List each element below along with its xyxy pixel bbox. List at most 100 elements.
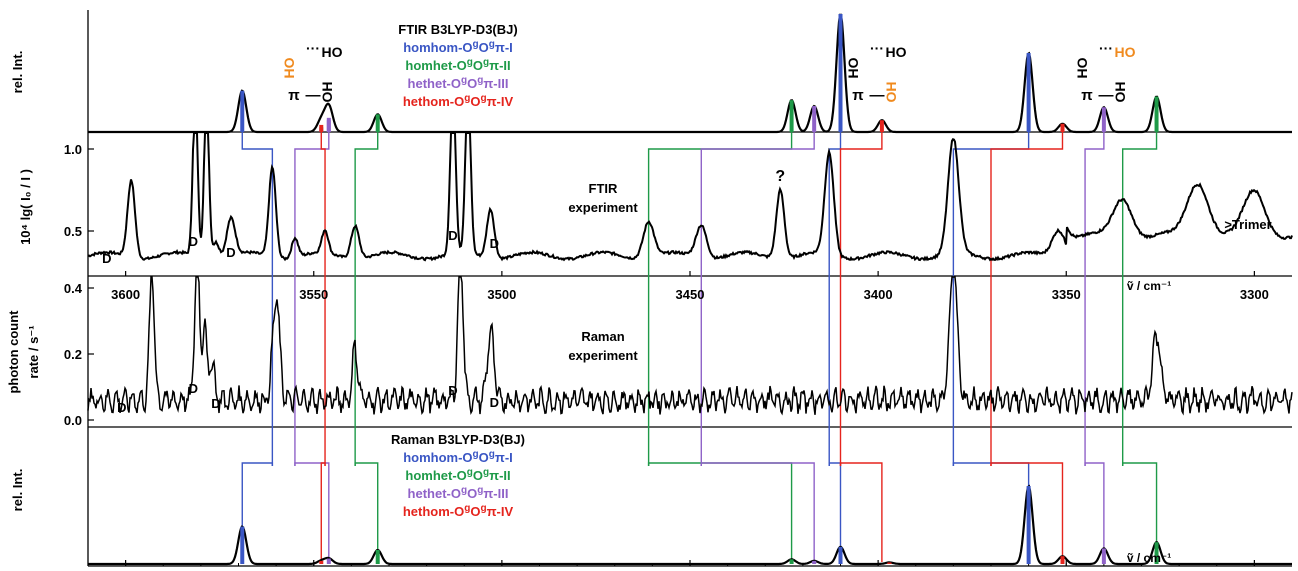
connector-blue-lower (828, 462, 842, 562)
ftir-ytick-label: 0.5 (64, 224, 82, 239)
raman-ytick-label: 0.2 (64, 347, 82, 362)
legend-fragment: π-II (489, 468, 511, 483)
legend-fragment: π-II (489, 58, 511, 73)
connector-green-lower (354, 462, 379, 562)
raman-legend-entry: homhet-OgOgπ-II (405, 467, 510, 483)
legend-fragment: g (477, 485, 483, 496)
bottom-xtick-label: 3400 (864, 568, 893, 571)
raman-dimer-label: D (211, 396, 220, 411)
legend-fragment: g (461, 75, 467, 86)
structure-a-dash: — (306, 87, 321, 104)
bottom-xtick-label: 3600 (111, 568, 140, 571)
legend-fragment: g (467, 57, 473, 68)
structure-c-dash: — (1099, 87, 1114, 104)
raman-legend-entry: hethet-OgOgπ-III (408, 485, 509, 501)
legend-fragment: π-III (483, 486, 508, 501)
connector-purple (700, 132, 815, 466)
legend-fragment: g (473, 449, 479, 460)
raman-ytick-label: 0.0 (64, 413, 82, 428)
connector-blue-lower (241, 462, 274, 562)
trimer-label: >Trimer (1224, 217, 1271, 232)
raman-legend-entry: homhom-OgOgπ-I (403, 449, 513, 465)
ftir-panel-label-2: experiment (568, 200, 638, 215)
legend-fragment: π-IV (487, 94, 514, 109)
structure-a-ho-left: HO (281, 57, 297, 78)
legend-fragment: π-I (495, 40, 513, 55)
connector-blue (241, 132, 274, 466)
connector-purple (294, 132, 330, 466)
calc-bottom-ylabel: rel. Int. (10, 469, 25, 512)
ftir-ylabel: 10⁴ lg( I₀ / I ) (18, 169, 33, 245)
stick-spectra (240, 14, 1159, 564)
mid-xtick-label: 3400 (864, 287, 893, 302)
legend-fragment: g (483, 467, 489, 478)
structure-c-ho-right: HO (1115, 44, 1136, 60)
structure-c-pi: π (1081, 87, 1093, 104)
structure-c-ho-left: HO (1074, 57, 1090, 78)
raman-experiment-curve (87, 276, 1293, 416)
ftir-dimer-label: D (490, 236, 499, 251)
bottom-xlabel: ṽ / cm⁻¹ (1127, 551, 1171, 565)
bottom-xtick-label: 3550 (299, 568, 328, 571)
legend-fragment: O (479, 40, 489, 55)
legend-fragment: g (489, 39, 495, 50)
ftir-panel-label-1: FTIR (589, 181, 618, 196)
connector-blue (828, 132, 842, 466)
connector-lines (241, 132, 1158, 562)
connector-red (320, 132, 326, 466)
legend-fragment: π-III (483, 76, 508, 91)
structure-b-dots: ··· (870, 40, 884, 56)
ftir-legend-entry: hethom-OgOgπ-IV (403, 93, 514, 109)
connector-green (647, 132, 793, 466)
bottom-xtick-label: 3450 (676, 568, 705, 571)
ftir-legend-entry: hethet-OgOgπ-III (408, 75, 509, 91)
legend-fragment: g (467, 467, 473, 478)
structure-b-ho-right: HO (886, 44, 907, 60)
connector-red-lower (320, 462, 326, 562)
structure-b-pi: π (852, 87, 864, 104)
structure-b-dash: — (870, 87, 885, 104)
ftir-dimer-label: D (226, 245, 235, 260)
connector-red-lower (990, 462, 1064, 562)
raman-ytick-label: 0.4 (64, 281, 83, 296)
raman-dimer-label: D (448, 383, 457, 398)
connector-green-lower (1121, 462, 1158, 562)
connector-purple-lower (700, 462, 815, 562)
legend-fragment: homhom-O (403, 40, 472, 55)
legend-fragment: g (483, 57, 489, 68)
connector-purple-lower (294, 462, 330, 562)
connector-blue-lower (952, 462, 1030, 562)
raman-legend-title: Raman B3LYP-D3(BJ) (391, 432, 525, 447)
structure-a-ho-right: HO (322, 44, 343, 60)
legend-fragment: O (470, 94, 480, 109)
connector-purple (1084, 132, 1105, 466)
structure-a-pi: π (288, 87, 300, 104)
legend-fragment: π-IV (487, 504, 514, 519)
figure-text: 3600 3600 3550 3550 3500 3500 3450 3450 3400 3400… (6, 22, 1272, 571)
legend-fragment: g (461, 485, 467, 496)
ftir-dimer-label: D (448, 228, 457, 243)
legend-fragment: homhet-O (405, 58, 466, 73)
structure-c-oh: OH (1112, 82, 1128, 103)
question-label: ? (775, 168, 785, 185)
ftir-dimer-label: D (102, 251, 111, 266)
legend-fragment: O (479, 450, 489, 465)
mid-xlabel: ṽ / cm⁻¹ (1127, 279, 1171, 293)
legend-fragment: homhom-O (403, 450, 472, 465)
raman-panel-label-2: experiment (568, 348, 638, 363)
legend-fragment: hethet-O (408, 486, 461, 501)
legend-fragment: O (467, 76, 477, 91)
mid-xtick-label: 3300 (1240, 287, 1269, 302)
ftir-experiment-curve (87, 132, 1293, 262)
legend-fragment: hethom-O (403, 94, 464, 109)
legend-fragment: g (477, 75, 483, 86)
raman-dimer-label: D (490, 395, 499, 410)
bottom-xtick-label: 3500 (487, 568, 516, 571)
legend-fragment: O (470, 504, 480, 519)
ftir-dimer-label: D (189, 234, 198, 249)
structure-a-oh: OH (319, 82, 335, 103)
connector-purple-lower (1084, 462, 1105, 562)
legend-fragment: O (473, 468, 483, 483)
raman-ylabel-2: rate / s⁻¹ (26, 325, 41, 378)
ftir-legend-entry: homhet-OgOgπ-II (405, 57, 510, 73)
